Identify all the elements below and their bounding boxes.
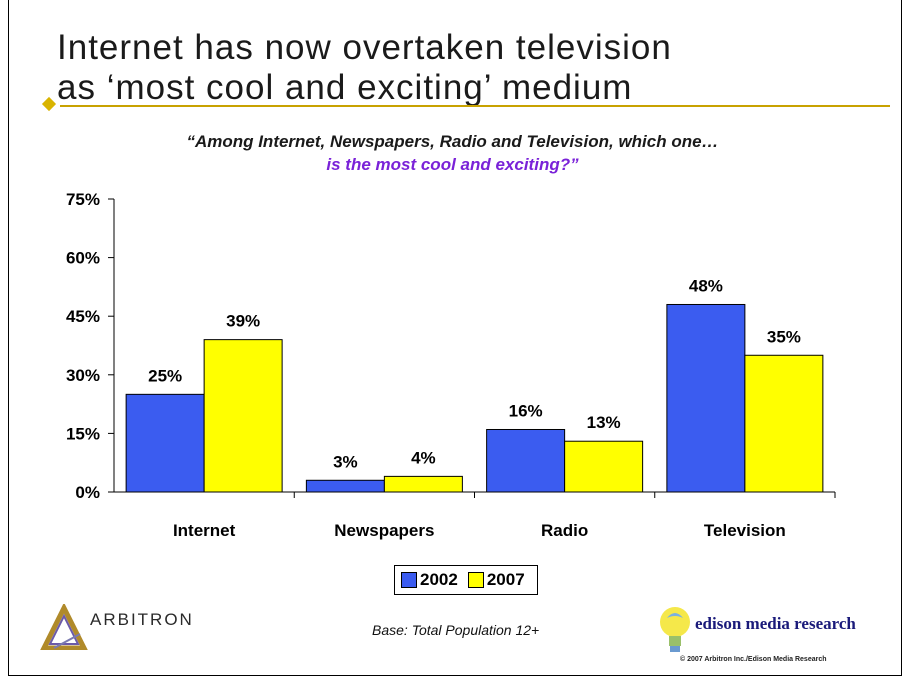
edison-logo: edison media research: [655, 600, 895, 660]
data-label: 35%: [767, 327, 801, 346]
data-label: 48%: [689, 276, 723, 295]
edison-logo-text: edison media research: [695, 614, 856, 633]
y-tick-label: 30%: [66, 366, 100, 385]
title-line-2: as ‘most cool and exciting’ medium: [57, 68, 633, 107]
bar-2002-newspapers: [305, 479, 385, 493]
legend-swatch-2007: [467, 572, 484, 588]
title-divider: [60, 105, 890, 107]
slide-title: Internet has now overtaken television as…: [57, 28, 877, 108]
y-tick-label: 60%: [66, 249, 100, 268]
bar-2007-television: [744, 354, 824, 493]
arbitron-logo: ARBITRON: [39, 602, 220, 654]
legend-label-2002: 2002: [420, 570, 458, 589]
data-label: 25%: [148, 366, 182, 385]
data-label: 4%: [411, 448, 436, 467]
bar-2007-internet: [203, 339, 283, 493]
edison-lightbulb-icon: [660, 607, 690, 652]
x-category-label: Television: [704, 521, 786, 540]
chart-legend: 2002 2007: [394, 565, 538, 595]
bar-2002-television: [666, 303, 746, 493]
y-tick-label: 15%: [66, 424, 100, 443]
bar-2002-internet: [125, 393, 205, 493]
data-label: 13%: [587, 413, 621, 432]
y-tick-label: 45%: [66, 307, 100, 326]
question-line-2: is the most cool and exciting?”: [326, 155, 579, 174]
x-category-label: Internet: [173, 521, 236, 540]
bar-2007-radio: [564, 440, 644, 493]
bar-2007-newspapers: [383, 475, 463, 493]
legend-item-2007: 2007: [467, 570, 525, 590]
bar-2002-radio: [486, 428, 566, 493]
legend-label-2007: 2007: [486, 570, 525, 589]
legend-swatch-2002: [401, 572, 417, 588]
data-label: 16%: [509, 401, 543, 420]
arbitron-logo-text: ARBITRON: [90, 610, 194, 629]
base-note: Base: Total Population 12+: [372, 622, 540, 638]
legend-item-2002: 2002: [401, 570, 458, 590]
y-tick-label: 75%: [66, 190, 100, 209]
data-label: 3%: [333, 452, 358, 471]
question-line-1: “Among Internet, Newspapers, Radio and T…: [186, 132, 719, 151]
x-category-label: Radio: [541, 521, 588, 540]
copyright-note: © 2007 Arbitron Inc./Edison Media Resear…: [680, 656, 827, 663]
arbitron-triangle-icon: [39, 602, 89, 651]
data-label: 39%: [226, 312, 260, 331]
title-line-1: Internet has now overtaken television: [57, 28, 672, 67]
x-category-label: Newspapers: [334, 521, 434, 540]
slide: [8, 0, 902, 676]
y-tick-label: 0%: [75, 483, 100, 502]
